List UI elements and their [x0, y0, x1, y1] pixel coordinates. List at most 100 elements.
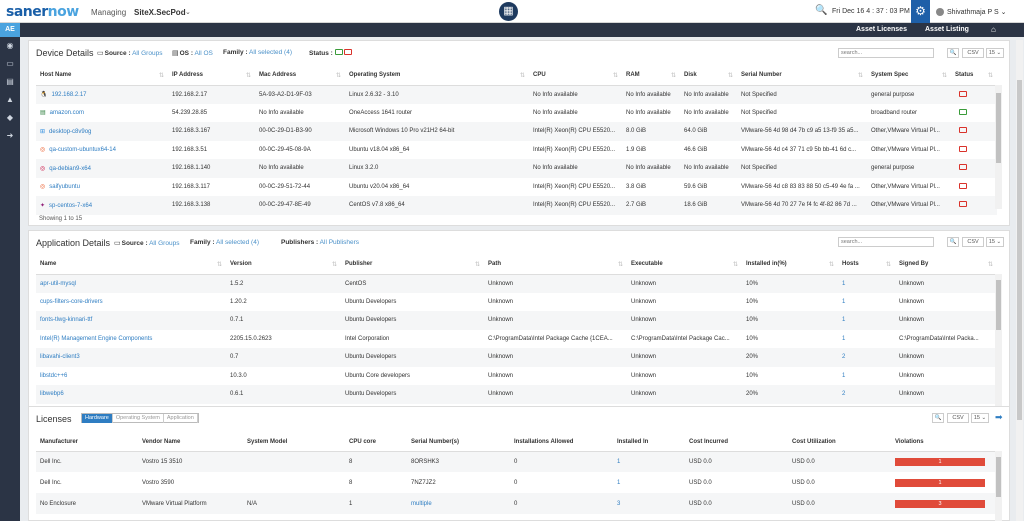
sort-icon[interactable]: ⇅ [158, 73, 164, 80]
tab-hardware[interactable]: Hardware [82, 414, 113, 423]
column-header[interactable]: Installations Allowed [510, 433, 613, 452]
sort-icon[interactable]: ⇅ [857, 73, 863, 80]
sort-icon[interactable]: ⇅ [885, 262, 891, 269]
export-icon[interactable]: ➡ [995, 412, 1003, 422]
csv-export-button[interactable]: CSV [962, 237, 984, 247]
column-header[interactable]: Path ⇅ [484, 256, 627, 275]
tab-ae[interactable]: AE [0, 23, 20, 37]
violations-bar[interactable]: 3 [895, 499, 985, 508]
table-row[interactable]: libwebp6 0.6.1 Ubuntu Developers Unknown Unk… [36, 385, 997, 404]
scrollbar-thumb[interactable] [996, 93, 1001, 163]
sort-icon[interactable]: ⇅ [828, 262, 834, 269]
host-name-link[interactable]: 192.168.2.17 [51, 92, 87, 98]
sort-icon[interactable]: ⇅ [331, 262, 337, 269]
user-menu[interactable]: Shivathmaja P S ⌄ [936, 8, 1006, 17]
hosts-count-link[interactable]: 1 [842, 372, 846, 379]
table-row[interactable]: libstdc++6 10.3.0 Ubuntu Core developers Un… [36, 367, 997, 386]
online-monitor-icon[interactable] [334, 49, 343, 55]
csv-export-button[interactable]: CSV [962, 48, 984, 58]
column-header[interactable]: CPU core [345, 433, 407, 452]
table-row[interactable]: libavahi-client3 0.7 Ubuntu Developers Unkn… [36, 348, 997, 367]
device-family-filter[interactable]: Family : All selected (4) [223, 49, 293, 56]
hosts-count-link[interactable]: 1 [842, 280, 846, 287]
table-row[interactable]: Dell Inc. Vostro 15 3510 8 8ORSHK3 0 1 USD 0.0… [36, 451, 997, 472]
table-row[interactable]: cups-filters-core-drivers 1.20.2 Ubuntu De… [36, 293, 997, 312]
sort-icon[interactable]: ⇅ [617, 262, 623, 269]
app-search-input[interactable]: search... [838, 237, 934, 247]
host-name-link[interactable]: amazon.com [49, 110, 85, 117]
scrollbar-thumb[interactable] [1017, 80, 1022, 420]
column-header[interactable]: CPU ⇅ [529, 67, 622, 86]
table-row[interactable]: fonts-tlwg-kinnari-ttf 0.7.1 Ubuntu Develo… [36, 311, 997, 330]
app-name-link[interactable]: fonts-tlwg-kinnari-ttf [40, 317, 93, 324]
column-header[interactable]: System Model [243, 433, 345, 452]
scrollbar-thumb[interactable] [996, 457, 1001, 497]
column-header[interactable]: IP Address ⇅ [168, 67, 255, 86]
column-header[interactable]: Serial Number ⇅ [737, 67, 867, 86]
app-family-filter[interactable]: Family : All selected (4) [190, 239, 260, 246]
logout-icon[interactable]: ➜ [6, 131, 14, 140]
gear-icon[interactable]: ⚙ [911, 0, 930, 23]
link-cell[interactable]: 1 [617, 458, 621, 465]
link-cell[interactable]: 3 [617, 500, 621, 507]
app-name-link[interactable]: libavahi-client3 [40, 354, 80, 361]
sort-icon[interactable]: ⇅ [474, 262, 480, 269]
violations-bar[interactable]: 1 [895, 478, 985, 487]
sort-icon[interactable]: ⇅ [335, 73, 341, 80]
hosts-count-link[interactable]: 1 [842, 335, 846, 342]
offline-monitor-icon[interactable] [344, 49, 353, 55]
sort-icon[interactable]: ⇅ [519, 73, 525, 80]
sort-icon[interactable]: ⇅ [245, 73, 251, 80]
column-header[interactable]: Manufacturer [36, 433, 138, 452]
sort-icon[interactable]: ⇅ [727, 73, 733, 80]
table-row[interactable]: ⊞ desktop-c8v9og 192.168.3.167 00-0C-29-D1-… [36, 122, 997, 141]
table-row[interactable]: apr-util-mysql 1.5.2 CentOS Unknown Unknown 1… [36, 274, 997, 293]
scrollbar-thumb[interactable] [996, 280, 1001, 330]
saner-now-logo[interactable]: sanernow [6, 4, 79, 20]
device-status-filter[interactable]: Status : [309, 49, 353, 57]
app-publishers-filter[interactable]: Publishers : All Publishers [281, 239, 360, 246]
column-header[interactable]: Signed By ⇅ [895, 256, 997, 275]
column-header[interactable]: Installed In [613, 433, 685, 452]
tag-icon[interactable]: ◆ [6, 113, 14, 122]
page-scrollbar[interactable] [1016, 40, 1023, 521]
app-source-filter[interactable]: ▭Source : All Groups [114, 240, 180, 247]
page-size-select[interactable]: 15 ⌄ [986, 237, 1004, 247]
host-name-link[interactable]: qa-debian9-x64 [49, 165, 91, 172]
app-name-link[interactable]: Intel(R) Management Engine Components [40, 335, 153, 342]
asset-licenses-link[interactable]: Asset Licenses [856, 26, 907, 33]
host-name-link[interactable]: desktop-c8v9og [49, 128, 92, 135]
column-header[interactable]: Status ⇅ [951, 67, 997, 86]
app-name-link[interactable]: cups-filters-core-drivers [40, 298, 103, 305]
page-size-select[interactable]: 15 ⌄ [986, 48, 1004, 58]
link-cell[interactable]: multiple [411, 500, 432, 507]
table-row[interactable]: No Enclosure VMware Virtual Platform N/A 1 m… [36, 493, 997, 514]
column-header[interactable]: Version ⇅ [226, 256, 341, 275]
chevron-down-icon[interactable]: ⌄ [185, 9, 191, 16]
sort-icon[interactable]: ⇅ [987, 73, 993, 80]
table-row[interactable]: ◎ qa-debian9-x64 192.168.1.140 No Info avai… [36, 159, 997, 178]
site-selector[interactable]: SiteX.SecPod [134, 8, 186, 17]
asset-listing-link[interactable]: Asset Listing [925, 26, 969, 33]
table-row[interactable]: ◎ qa-custom-ubuntux64-14 192.168.3.51 00-0C… [36, 141, 997, 160]
table-row[interactable]: ▤ amazon.com 54.239.28.85 No Info available… [36, 104, 997, 123]
tab-operating-system[interactable]: Operating System [113, 414, 164, 423]
column-header[interactable]: Host Name ⇅ [36, 67, 168, 86]
violations-bar[interactable]: 1 [895, 457, 985, 466]
column-header[interactable]: Vendor Name [138, 433, 243, 452]
hosts-count-link[interactable]: 2 [842, 354, 846, 361]
column-header[interactable]: Operating System ⇅ [345, 67, 529, 86]
apps-grid-icon[interactable]: ▦ [499, 2, 518, 21]
search-icon[interactable]: 🔍 [932, 413, 944, 423]
warning-icon[interactable]: ▲ [6, 95, 14, 104]
sort-icon[interactable]: ⇅ [732, 262, 738, 269]
column-header[interactable]: Cost Incurred [685, 433, 788, 452]
device-os-filter[interactable]: ▤OS : All OS [172, 50, 213, 57]
host-name-link[interactable]: saifyubuntu [49, 184, 80, 191]
column-header[interactable]: Hosts ⇅ [838, 256, 895, 275]
column-header[interactable]: Violations [891, 433, 997, 452]
licenses-scrollbar[interactable] [995, 451, 1002, 521]
column-header[interactable]: System Spec ⇅ [867, 67, 951, 86]
hosts-count-link[interactable]: 2 [842, 391, 846, 398]
sort-icon[interactable]: ⇅ [670, 73, 676, 80]
